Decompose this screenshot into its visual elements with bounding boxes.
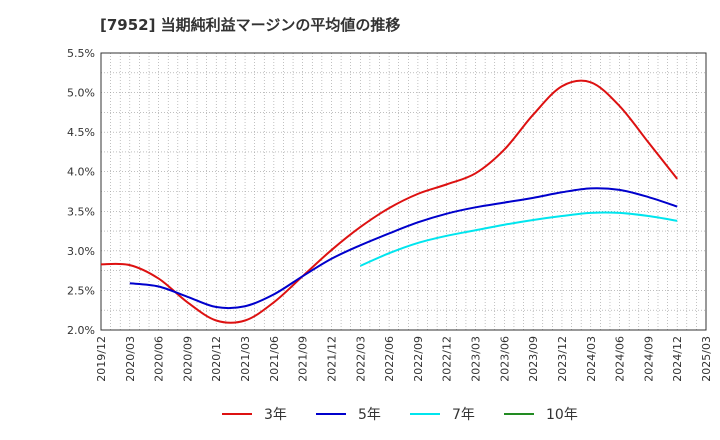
x-tick-label: 2024/12 xyxy=(671,336,684,382)
x-tick-label: 2021/12 xyxy=(325,336,338,382)
x-tick-label: 2023/12 xyxy=(556,336,569,382)
x-tick-label: 2025/03 xyxy=(700,336,713,382)
x-tick-label: 2021/03 xyxy=(239,336,252,382)
y-tick-label: 5.0% xyxy=(67,87,95,100)
x-tick-label: 2019/12 xyxy=(95,336,108,382)
x-tick-label: 2021/06 xyxy=(268,336,281,382)
legend-label-10年: 10年 xyxy=(546,407,578,423)
series-line-7年 xyxy=(359,211,678,267)
y-tick-label: 3.5% xyxy=(67,205,95,218)
y-tick-label: 4.0% xyxy=(67,166,95,179)
x-tick-label: 2022/09 xyxy=(412,336,425,382)
x-tick-label: 2020/06 xyxy=(153,336,166,382)
chart-title: [7952] 当期純利益マージンの平均値の推移 xyxy=(100,16,401,34)
x-tick-label: 2022/03 xyxy=(354,336,367,382)
y-tick-label: 4.5% xyxy=(67,126,95,139)
y-tick-label: 3.0% xyxy=(67,245,95,258)
series-line-3年 xyxy=(100,79,678,324)
y-tick-label: 2.5% xyxy=(67,284,95,297)
x-tick-label: 2024/06 xyxy=(614,336,627,382)
x-tick-label: 2023/03 xyxy=(470,336,483,382)
x-tick-label: 2020/03 xyxy=(124,336,137,382)
x-tick-label: 2020/12 xyxy=(210,336,223,382)
legend-label-7年: 7年 xyxy=(452,407,475,423)
x-tick-label: 2021/09 xyxy=(297,336,310,382)
x-tick-label: 2023/06 xyxy=(498,336,511,382)
x-tick-label: 2024/03 xyxy=(585,336,598,382)
x-tick-label: 2022/06 xyxy=(383,336,396,382)
legend-label-3年: 3年 xyxy=(264,407,287,423)
x-tick-label: 2023/09 xyxy=(527,336,540,382)
y-tick-label: 5.5% xyxy=(67,47,95,60)
y-tick-label: 2.0% xyxy=(67,324,95,337)
x-tick-label: 2024/09 xyxy=(642,336,655,382)
plot-border xyxy=(100,52,707,331)
x-tick-label: 2020/09 xyxy=(181,336,194,382)
legend-label-5年: 5年 xyxy=(358,407,381,423)
series-line-5年 xyxy=(129,187,678,310)
x-tick-label: 2022/12 xyxy=(441,336,454,382)
